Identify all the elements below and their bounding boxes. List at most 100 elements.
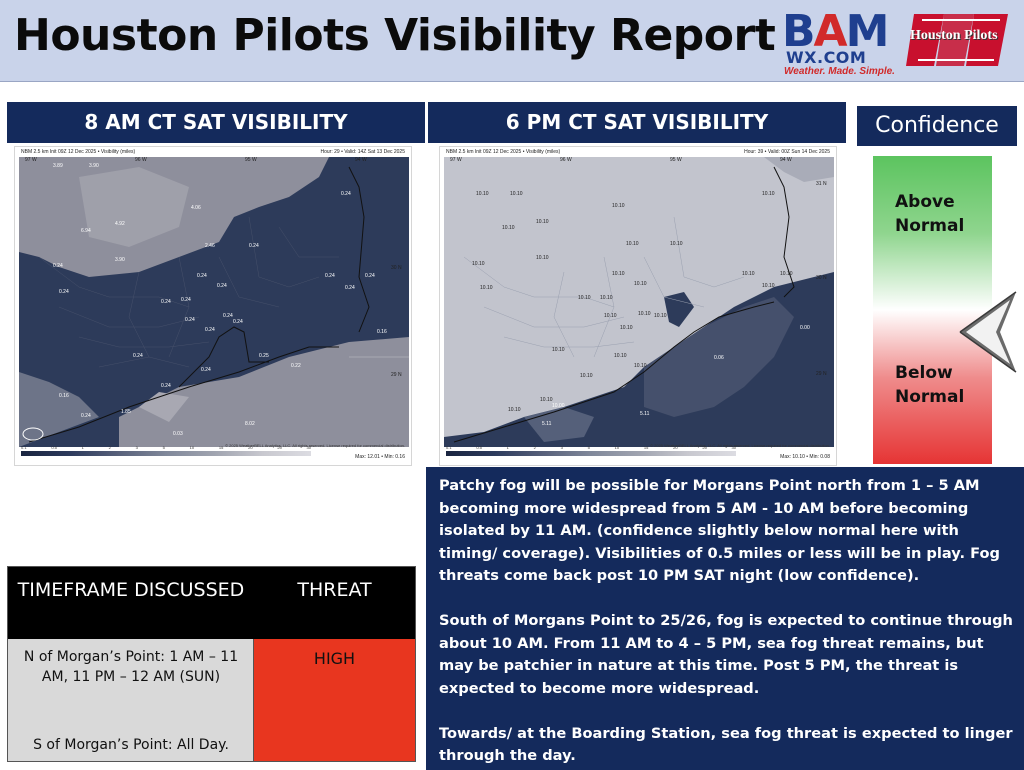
report-title: Houston Pilots Visibility Report xyxy=(14,10,776,61)
map-8am-value: 0.24 xyxy=(341,191,351,197)
map-8am-value: 0.25 xyxy=(259,353,269,359)
map-6pm-colorbar-tick: 2 xyxy=(533,445,536,450)
map-8am-meta-left: NBM 2.5 km Init 09Z 12 Dec 2025 • Visibi… xyxy=(21,149,136,155)
map-8am-meta-right: Hour: 29 • Valid: 14Z Sat 13 Dec 2025 xyxy=(320,149,406,155)
map-6pm-colorbar-tick: 1 xyxy=(506,445,509,450)
map-6pm-value: 10.10 xyxy=(510,191,523,197)
map-8am-banner: 8 AM CT SAT VISIBILITY xyxy=(7,102,425,143)
map-6pm-colorbar-tick: 5 xyxy=(587,445,590,450)
map-8am-coord-top-2: 95 W xyxy=(245,157,257,163)
map-6pm-value: 10.10 xyxy=(612,271,625,277)
map-6pm-colorbar-tick: 25 xyxy=(702,445,707,450)
discussion-panel: Patchy fog will be possible for Morgans … xyxy=(426,467,1024,770)
houston-pilots-logo-text: Houston Pilots xyxy=(910,28,998,43)
houston-pilots-logo xyxy=(906,14,1008,66)
map-8am-value: 4.06 xyxy=(191,205,201,211)
map-8am-value: 0.24 xyxy=(223,313,233,319)
map-6pm-value: 10.10 xyxy=(502,225,515,231)
map-6pm-value: 10.10 xyxy=(670,241,683,247)
map-6pm-value: 10.10 xyxy=(600,295,613,301)
map-6pm-value: 10.10 xyxy=(536,255,549,261)
timeframe-cell: N of Morgan’s Point: 1 AM – 11 AM, 11 PM… xyxy=(8,639,254,761)
threat-table: TIMEFRAME DISCUSSED THREAT N of Morgan’s… xyxy=(7,566,416,762)
map-8am-value: 0.24 xyxy=(201,367,211,373)
map-8am-value: 0.24 xyxy=(217,283,227,289)
map-6pm-colorbar-tick: 10 xyxy=(614,445,620,450)
map-6pm-value: 10.10 xyxy=(536,219,549,225)
map-6pm-value: 10.10 xyxy=(634,363,647,369)
bam-letter-b: B xyxy=(782,6,816,57)
map-6pm-colorbar-tick: 0.5 xyxy=(476,445,482,450)
discussion-paragraph-3: Towards/ at the Boarding Station, sea fo… xyxy=(439,724,1013,765)
bam-letter-a: A xyxy=(813,6,848,57)
map-6pm-value: 10.10 xyxy=(614,353,627,359)
map-6pm-value: 5.11 xyxy=(640,411,650,417)
map-6pm-colorbar xyxy=(446,451,736,456)
header-timeframe: TIMEFRAME DISCUSSED xyxy=(17,579,245,601)
map-6pm-colorbar-tick: 30 xyxy=(731,445,736,450)
map-6pm-coord-side-0: 31 N xyxy=(816,181,827,187)
map-8am-value: 0.24 xyxy=(161,299,171,305)
map-6pm-value: 10.10 xyxy=(472,261,485,267)
map-6pm-coord-side-2: 29 N xyxy=(816,371,827,377)
map-6pm-value: 10.10 xyxy=(540,397,553,403)
map-8am-colorbar-ticks: 0.1 0.5 1 2 3 5 10 15 20 25 30 xyxy=(21,445,311,450)
map-8am-coord-top-1: 96 W xyxy=(135,157,147,163)
map-8am-value: 0.24 xyxy=(81,413,91,419)
map-8am-colorbar-tick: 20 xyxy=(248,445,253,450)
map-8am-value: 0.24 xyxy=(325,273,335,279)
map-8am-value: 4.92 xyxy=(115,221,125,227)
map-8am-value: 0.24 xyxy=(181,297,191,303)
map-8am-value: 0.24 xyxy=(365,273,375,279)
map-6pm-coord-top-3: 94 W xyxy=(780,157,792,163)
map-8am-value: 8.02 xyxy=(245,421,255,427)
header-threat: THREAT xyxy=(297,579,372,601)
map-6pm-value: 10.10 xyxy=(634,281,647,287)
map-8am-value: 3.90 xyxy=(89,163,99,169)
map-8am-value: 0.16 xyxy=(59,393,69,399)
map-6pm-value: 10.10 xyxy=(762,283,775,289)
map-8am-colorbar-tick: 10 xyxy=(189,445,195,450)
map-6pm-value: 10.10 xyxy=(742,271,755,277)
bam-logo: BAM WX.COM Weather. Made. Simple. xyxy=(782,6,900,78)
map-6pm-value: 5.11 xyxy=(542,421,552,427)
map-8am-value: 3.90 xyxy=(115,257,125,263)
confidence-banner: Confidence xyxy=(857,106,1017,146)
map-6pm: NBM 2.5 km Init 09Z 12 Dec 2025 • Visibi… xyxy=(439,146,837,466)
map-8am-value: 0.24 xyxy=(133,353,143,359)
map-6pm-meta-right: Hour: 39 • Valid: 00Z Sun 14 Dec 2025 xyxy=(744,149,830,155)
map-6pm-labels: 97 W 96 W 95 W 94 W 31 N 30 N 29 N xyxy=(444,157,834,447)
map-6pm-value: 10.10 xyxy=(638,311,651,317)
map-6pm-value: 10.10 xyxy=(552,347,565,353)
map-6pm-value-labels: 10.10 10.10 10.10 10.10 10.10 10.10 10.1… xyxy=(444,157,834,447)
map-6pm-value: 10.10 xyxy=(604,313,617,319)
map-6pm-value: 0.06 xyxy=(714,355,724,361)
map-6pm-image xyxy=(444,157,834,447)
map-6pm-value: 10.10 xyxy=(620,325,633,331)
map-8am-coord-side-0: 30 N xyxy=(391,265,402,271)
map-8am-labels: 97 W 96 W 95 W 94 W 30 N 29 N xyxy=(19,157,409,447)
map-8am-coord-side-1: 29 N xyxy=(391,372,402,378)
map-8am-value: 3.89 xyxy=(53,163,63,169)
map-6pm-value: 10.10 xyxy=(626,241,639,247)
confidence-above-label: Above Normal xyxy=(895,192,965,236)
map-6pm-value: 10.00 xyxy=(552,403,565,409)
map-8am-value: 2.46 xyxy=(205,243,215,249)
map-8am-colorbar-tick: 0.5 xyxy=(51,445,57,450)
map-6pm-value: 10.10 xyxy=(780,271,793,277)
map-6pm-colorbar-tick: 3 xyxy=(560,445,563,450)
map-8am-value: 0.24 xyxy=(53,263,63,269)
map-8am-value: 0.16 xyxy=(377,329,387,335)
map-8am-value: 0.24 xyxy=(345,285,355,291)
bam-logo-wx: WX.COM xyxy=(786,48,867,67)
discussion-paragraph-2: South of Morgans Point to 25/26, fog is … xyxy=(439,612,1013,697)
map-6pm-value: 10.10 xyxy=(480,285,493,291)
map-6pm-value: 0.00 xyxy=(800,325,810,331)
threat-table-header: TIMEFRAME DISCUSSED THREAT xyxy=(8,567,415,639)
threat-level-cell: HIGH xyxy=(254,639,415,761)
report-header: Houston Pilots Visibility Report BAM WX.… xyxy=(0,0,1024,82)
map-8am: NBM 2.5 km Init 09Z 12 Dec 2025 • Visibi… xyxy=(14,146,412,466)
confidence-below-label: Below Normal xyxy=(895,363,965,407)
map-8am-value: 1.85 xyxy=(121,409,131,415)
map-8am-colorbar-tick: 5 xyxy=(162,445,165,450)
